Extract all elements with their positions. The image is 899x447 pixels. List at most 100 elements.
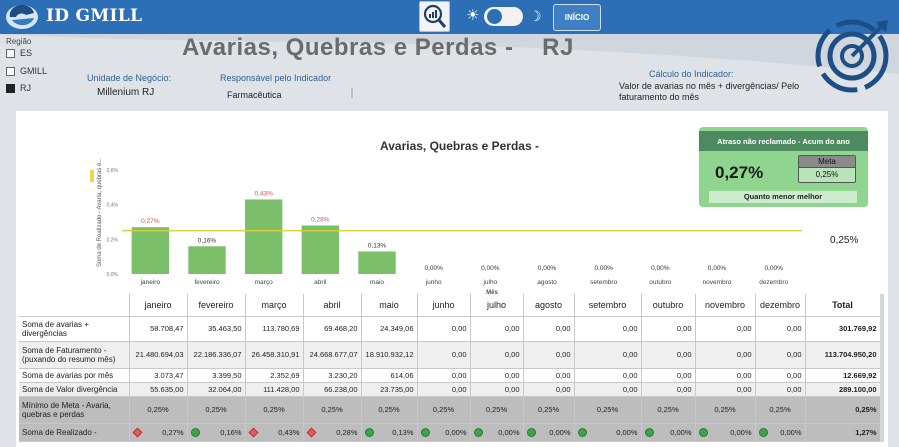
table-row: Soma de Valor divergência 55.635,00 32.064… bbox=[19, 382, 881, 397]
table-cell: 3.230,20 bbox=[303, 368, 362, 383]
home-button[interactable]: INÍCIO bbox=[553, 4, 601, 31]
table-cell: 0,00 bbox=[755, 382, 806, 397]
table-cell: 18.910.932,12 bbox=[361, 341, 418, 369]
y-tick-label: 0,2% bbox=[107, 237, 119, 243]
region-option-gmill[interactable]: GMILL bbox=[6, 66, 47, 76]
selection-marker bbox=[90, 170, 94, 182]
table-cell: 0,00 bbox=[755, 368, 806, 383]
table-scrollbar[interactable] bbox=[880, 294, 884, 442]
table-cell: 0,16% bbox=[187, 423, 246, 442]
column-header[interactable]: agosto bbox=[523, 294, 575, 317]
field-scrollbar[interactable] bbox=[351, 88, 353, 98]
table-cell: 0,00% bbox=[470, 423, 524, 442]
column-header[interactable]: novembro bbox=[695, 294, 756, 317]
table-cell: 0,00 bbox=[574, 316, 642, 342]
x-tick-label: setembro bbox=[590, 279, 617, 286]
table-cell: 0,00 bbox=[470, 316, 524, 342]
region-option-es[interactable]: ES bbox=[6, 48, 32, 58]
data-label: 0,00% bbox=[651, 265, 670, 272]
table-cell: 0,00 bbox=[417, 341, 471, 369]
toggle-knob bbox=[487, 9, 502, 24]
table-cell: 0,00 bbox=[641, 316, 696, 342]
table-cell: 0,00 bbox=[417, 316, 471, 342]
magnifier-chart-icon bbox=[423, 4, 447, 28]
table-cell: 289.100,00 bbox=[805, 382, 881, 397]
table-cell: 55.635,00 bbox=[129, 382, 188, 397]
data-label: 0,43% bbox=[254, 190, 273, 197]
analytics-search-button[interactable] bbox=[419, 1, 450, 32]
table-cell: 0,25% bbox=[805, 396, 881, 424]
table-cell: 0,25% bbox=[574, 396, 642, 424]
region-option-rj[interactable]: RJ bbox=[6, 83, 31, 93]
table-cell: 0,43% bbox=[245, 423, 304, 442]
x-tick-label: agosto bbox=[537, 279, 557, 286]
checkbox[interactable] bbox=[6, 66, 15, 76]
table-cell: 22.186.336,07 bbox=[187, 341, 246, 369]
data-label: 0,00% bbox=[481, 265, 500, 272]
responsible-label: Responsável pelo Indicador bbox=[220, 73, 332, 83]
column-header[interactable]: janeiro bbox=[129, 294, 188, 317]
column-header[interactable]: setembro bbox=[574, 294, 642, 317]
table-cell: 0,25% bbox=[361, 396, 418, 424]
cell-value: 0,00% bbox=[616, 427, 638, 437]
column-header[interactable]: abril bbox=[303, 294, 362, 317]
table-cell: 58.708,47 bbox=[129, 316, 188, 342]
table-cell: 0,00 bbox=[641, 341, 696, 369]
row-label: Soma de Realizado - bbox=[19, 423, 130, 442]
checkbox[interactable] bbox=[6, 48, 15, 58]
data-label: 0,00% bbox=[424, 265, 443, 272]
x-tick-label: novembro bbox=[703, 279, 732, 286]
table-cell: 0,00 bbox=[523, 368, 575, 383]
kpi-meta-label: Meta bbox=[799, 156, 855, 168]
checkbox-checked[interactable] bbox=[6, 83, 15, 93]
table-cell: 0,00 bbox=[417, 382, 471, 397]
chart-title: Avarias, Quebras e Perdas - bbox=[380, 139, 539, 153]
responsible-value: Farmacêutica bbox=[227, 90, 282, 100]
data-table: janeiro fevereiro março abril maio junho julho… bbox=[19, 294, 881, 442]
table-cell: 113.704.950,20 bbox=[805, 341, 881, 369]
table-cell: 301.769,92 bbox=[805, 316, 881, 342]
cell-value: 0,00% bbox=[730, 427, 752, 437]
x-tick-label: junho bbox=[425, 279, 442, 286]
table-row: Soma de avarias por mês 3.073,47 3.399,50 2… bbox=[19, 368, 881, 383]
table-cell: 0,00 bbox=[470, 341, 524, 369]
kpi-value: 0,27% bbox=[715, 163, 764, 182]
table-cell: 0,00% bbox=[523, 423, 575, 442]
column-header[interactable]: julho bbox=[470, 294, 524, 317]
bar bbox=[131, 227, 170, 274]
table-cell: 0,00 bbox=[695, 341, 756, 369]
column-header[interactable]: março bbox=[245, 294, 304, 317]
table-cell: 113.780,69 bbox=[245, 316, 304, 342]
table-cell: 32.064,00 bbox=[187, 382, 246, 397]
target-arrow-icon bbox=[815, 19, 889, 93]
x-tick-label: julho bbox=[482, 279, 497, 286]
table-cell: 1,27% bbox=[805, 423, 881, 442]
bar bbox=[188, 246, 226, 274]
kpi-meta-box: Meta 0,25% bbox=[798, 155, 856, 183]
row-label: Soma de avarias + divergências bbox=[19, 316, 130, 342]
column-header[interactable]: junho bbox=[417, 294, 471, 317]
theme-toggle[interactable] bbox=[484, 7, 523, 26]
table-cell: 0,25% bbox=[187, 396, 246, 424]
column-header[interactable]: dezembro bbox=[755, 294, 806, 317]
x-axis-label: Mês bbox=[486, 290, 498, 296]
table-cell: 23.735,00 bbox=[361, 382, 418, 397]
table-cell: 3.073,47 bbox=[129, 368, 188, 383]
region-option-label: RJ bbox=[20, 83, 31, 93]
table-cell: 111.428,00 bbox=[245, 382, 304, 397]
table-cell: 0,00% bbox=[641, 423, 696, 442]
column-header[interactable]: Total bbox=[805, 294, 881, 317]
column-header[interactable]: outubro bbox=[641, 294, 696, 317]
row-label: Mínimo de Meta - Avaria, quebras e perda… bbox=[19, 396, 130, 424]
table-cell: 0,00 bbox=[641, 368, 696, 383]
table-cell: 12.669,92 bbox=[805, 368, 881, 383]
brand-name: ID GMILL bbox=[46, 6, 143, 26]
table-cell: 0,00 bbox=[523, 341, 575, 369]
column-header[interactable]: fevereiro bbox=[187, 294, 246, 317]
region-option-label: GMILL bbox=[20, 66, 48, 76]
table-cell: 0,00% bbox=[574, 423, 642, 442]
table-cell: 0,13% bbox=[361, 423, 418, 442]
table-cell: 0,00 bbox=[523, 316, 575, 342]
table-cell: 0,00% bbox=[755, 423, 806, 442]
column-header[interactable]: maio bbox=[361, 294, 418, 317]
